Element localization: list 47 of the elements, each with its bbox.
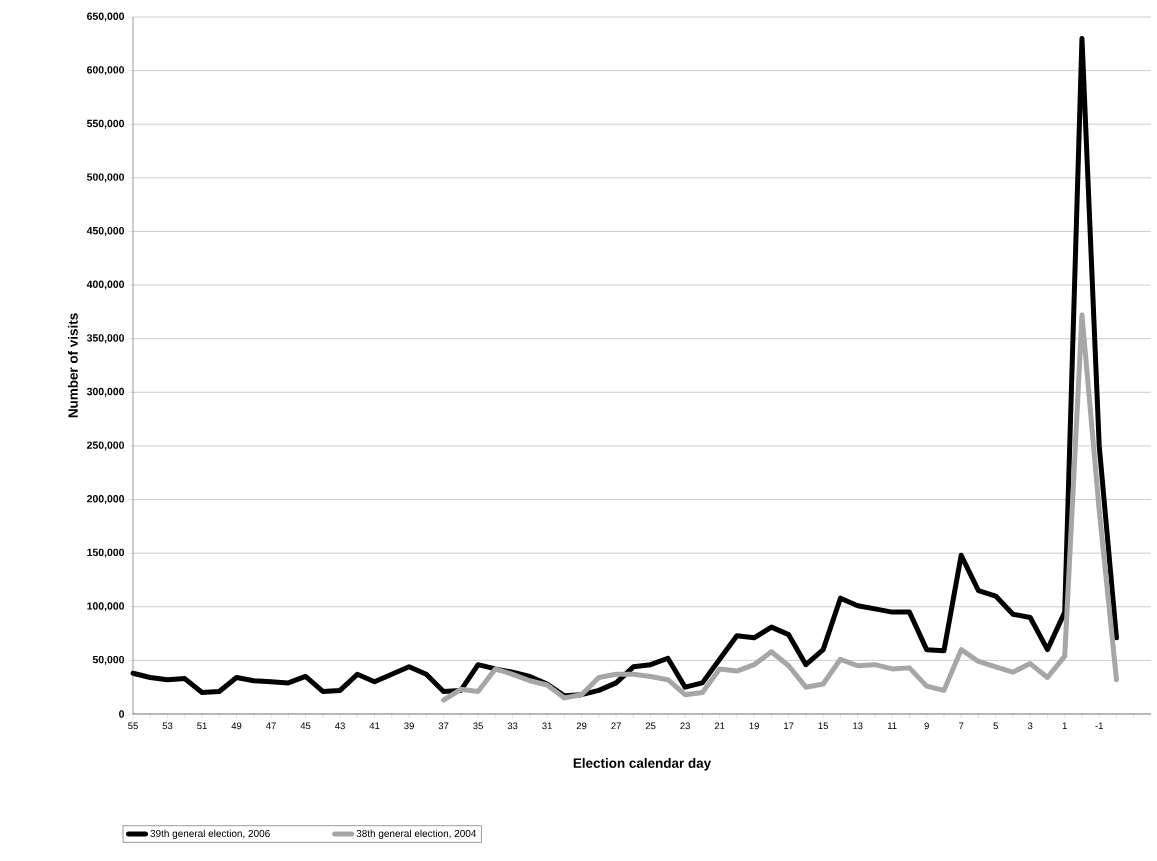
x-tick-label: 35 (473, 722, 483, 730)
y-tick-label: 350,000 (86, 334, 125, 344)
x-tick-label: 7 (959, 722, 964, 730)
x-tick-label: 39 (404, 722, 414, 730)
y-tick-label: 550,000 (86, 119, 125, 129)
x-tick-label: -1 (1095, 722, 1103, 730)
x-tick-label: 19 (749, 722, 759, 730)
y-tick-label: 650,000 (87, 12, 125, 22)
x-tick-label: 45 (300, 722, 311, 730)
y-tick-label: 0 (119, 710, 125, 718)
legend-label: 38th general election, 2004 (356, 829, 477, 839)
x-tick-label: 27 (611, 722, 621, 730)
x-axis-title: Election calendar day (573, 758, 712, 771)
x-tick-label: 25 (645, 722, 656, 730)
x-tick-label: 29 (576, 722, 587, 730)
y-tick-label: 150,000 (87, 548, 125, 558)
x-tick-label: 15 (818, 722, 829, 730)
y-axis-title: Number of visits (67, 313, 78, 418)
x-tick-label: 21 (714, 722, 725, 730)
x-tick-label: 9 (924, 722, 929, 730)
y-tick-label: 100,000 (87, 602, 125, 612)
y-tick-label: 400,000 (86, 280, 125, 290)
y-tick-label: 200,000 (87, 495, 125, 504)
x-tick-label: 13 (853, 722, 863, 730)
x-tick-label: 55 (128, 722, 138, 730)
legend-label: 39th general election, 2006 (150, 829, 270, 839)
x-tick-label: 51 (197, 722, 207, 730)
x-tick-label: 49 (231, 722, 242, 730)
x-tick-label: 41 (369, 722, 380, 730)
x-tick-label: 1 (1062, 722, 1067, 730)
x-tick-label: 53 (162, 722, 173, 730)
y-tick-label: 600,000 (87, 66, 125, 76)
x-tick-label: 33 (507, 722, 518, 730)
x-tick-label: 5 (993, 722, 998, 730)
x-tick-label: 17 (784, 722, 794, 730)
x-tick-label: 37 (438, 722, 449, 730)
y-tick-label: 250,000 (87, 441, 125, 451)
y-tick-label: 450,000 (86, 226, 125, 236)
y-tick-label: 300,000 (86, 387, 125, 397)
x-tick-label: 43 (335, 722, 345, 730)
x-tick-label: 11 (887, 722, 897, 730)
y-tick-label: 500,000 (86, 173, 125, 183)
x-tick-label: 3 (1027, 722, 1033, 730)
x-tick-label: 23 (680, 722, 690, 730)
x-tick-label: 47 (265, 722, 276, 730)
x-tick-label: 31 (542, 722, 552, 730)
y-tick-label: 50,000 (92, 655, 125, 665)
